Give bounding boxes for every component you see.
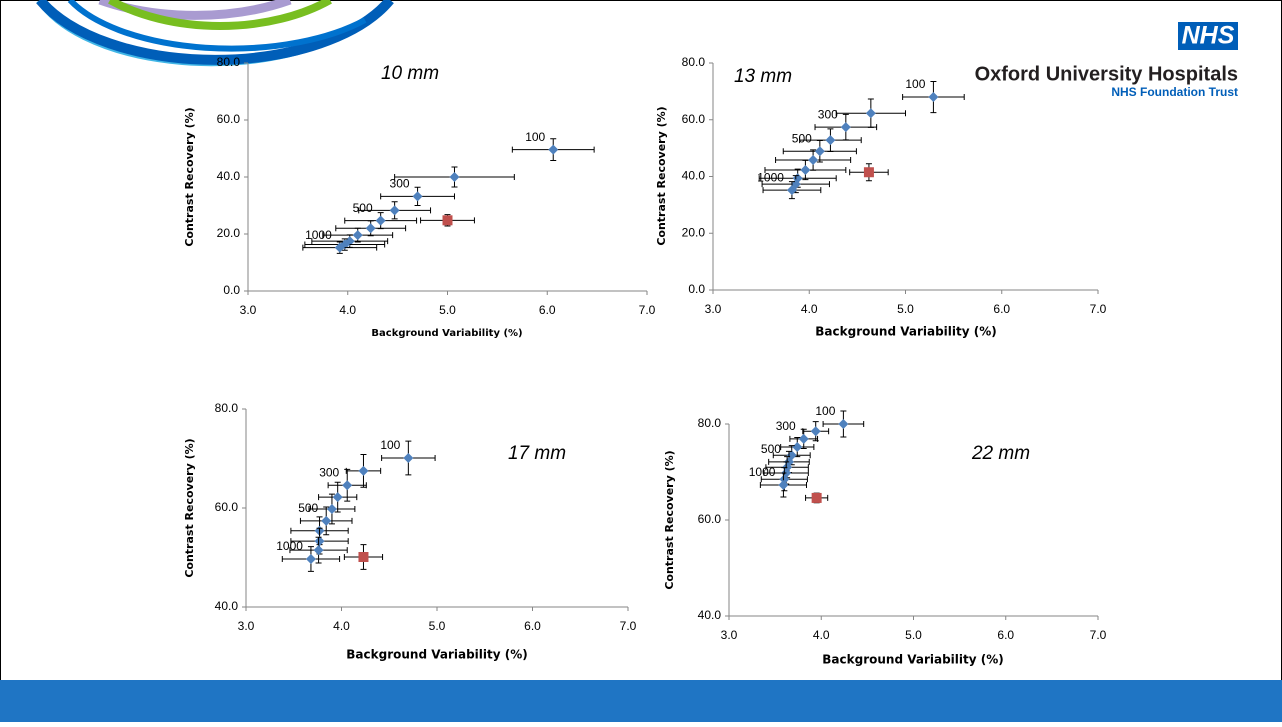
x-tick-label: 7.0 <box>620 619 637 633</box>
x-axis-title: Background Variability (%) <box>371 328 522 339</box>
x-tick-label: 7.0 <box>639 303 656 317</box>
slide: NHS Oxford University Hospitals NHS Foun… <box>0 0 1282 722</box>
point-label: 300 <box>390 177 410 191</box>
x-tick-label: 3.0 <box>238 619 255 633</box>
point-label: 300 <box>818 107 838 121</box>
x-tick-label: 5.0 <box>439 303 456 317</box>
point-label: 100 <box>815 404 835 418</box>
y-tick-label: 60.0 <box>698 512 722 526</box>
x-tick-label: 3.0 <box>240 303 257 317</box>
point-label: 100 <box>905 77 925 91</box>
point-label: 1000 <box>305 228 332 242</box>
x-tick-label: 6.0 <box>524 619 541 633</box>
x-axis-title: Background Variability (%) <box>822 653 1003 667</box>
point-label: 500 <box>792 131 812 145</box>
point-label: 500 <box>298 501 318 515</box>
y-tick-label: 40.0 <box>682 169 706 183</box>
x-tick-label: 7.0 <box>1090 302 1107 316</box>
x-tick-label: 3.0 <box>705 302 722 316</box>
point-label: 100 <box>380 438 400 452</box>
y-axis-title: Contrast Recovery (%) <box>183 438 196 577</box>
chart-annotation: 17 mm <box>508 443 566 464</box>
x-tick-label: 5.0 <box>905 628 922 642</box>
y-tick-label: 60.0 <box>215 500 239 514</box>
y-tick-label: 80.0 <box>215 401 239 415</box>
nhs-logo: NHS <box>1182 22 1235 50</box>
y-tick-label: 40.0 <box>215 599 239 613</box>
y-tick-label: 80.0 <box>698 416 722 430</box>
org-title: Oxford University Hospitals <box>975 63 1238 85</box>
x-tick-label: 5.0 <box>897 302 914 316</box>
point <box>358 552 368 562</box>
x-tick-label: 4.0 <box>333 619 350 633</box>
point <box>864 167 874 177</box>
x-tick-label: 4.0 <box>813 628 830 642</box>
y-axis-title: Contrast Recovery (%) <box>663 450 676 589</box>
point <box>443 215 453 225</box>
y-tick-label: 40.0 <box>217 169 241 183</box>
x-tick-label: 4.0 <box>339 303 356 317</box>
x-tick-label: 5.0 <box>429 619 446 633</box>
y-tick-label: 40.0 <box>698 608 722 622</box>
chart-annotation: 13 mm <box>734 66 792 87</box>
x-axis-title: Background Variability (%) <box>815 325 996 339</box>
point-label: 300 <box>776 419 796 433</box>
y-tick-label: 80.0 <box>682 55 706 69</box>
y-tick-label: 80.0 <box>217 55 241 69</box>
point-label: 100 <box>525 130 545 144</box>
point-label: 300 <box>319 465 339 479</box>
y-tick-label: 0.0 <box>688 282 705 296</box>
y-tick-label: 60.0 <box>682 112 706 126</box>
x-tick-label: 7.0 <box>1090 628 1107 642</box>
y-tick-label: 20.0 <box>682 225 706 239</box>
x-tick-label: 4.0 <box>801 302 818 316</box>
x-tick-label: 6.0 <box>539 303 556 317</box>
x-tick-label: 6.0 <box>997 628 1014 642</box>
chart-annotation: 10 mm <box>381 63 439 84</box>
point-label: 1000 <box>757 170 784 184</box>
point-label: 1000 <box>749 465 776 479</box>
footer-bar <box>0 680 1282 722</box>
x-tick-label: 6.0 <box>993 302 1010 316</box>
y-tick-label: 60.0 <box>217 112 241 126</box>
x-tick-label: 3.0 <box>721 628 738 642</box>
chart-annotation: 22 mm <box>971 443 1030 464</box>
org-subtitle: NHS Foundation Trust <box>1111 85 1238 99</box>
point <box>812 493 822 503</box>
point-label: 1000 <box>276 539 303 553</box>
y-tick-label: 20.0 <box>217 226 241 240</box>
page: {"header": {"logo": "NHS", "title": "Oxf… <box>0 0 1282 722</box>
y-axis-title: Contrast Recovery (%) <box>183 107 196 246</box>
point-label: 500 <box>353 201 373 215</box>
y-tick-label: 0.0 <box>223 283 240 297</box>
x-axis-title: Background Variability (%) <box>346 648 527 662</box>
point-label: 500 <box>761 442 781 456</box>
y-axis-title: Contrast Recovery (%) <box>655 106 668 245</box>
